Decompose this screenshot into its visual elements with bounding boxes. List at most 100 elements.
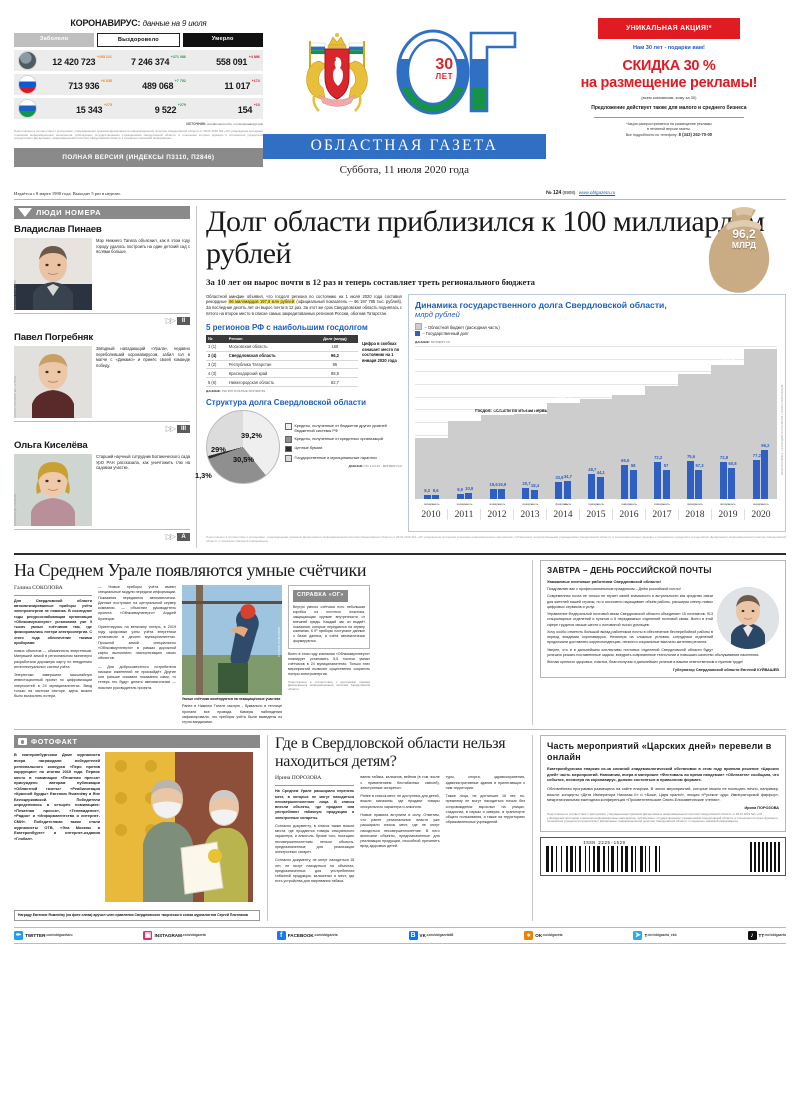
social-link-instagram[interactable]: ▣ INSTAGRAM .com/oblgazeta [143,930,206,940]
half-year-label: январь [522,501,533,506]
table-row: 2 (4) Свердловская область 96,2 [206,351,358,361]
table-row: 5 (6) Нижегородская область 82,7 [206,377,358,387]
barcode-bar [589,846,591,873]
og-logo: 30 ЛЕТ [395,29,519,120]
issue-total: (8908). [562,190,577,195]
table-row: 4 (3) Краснодарский край 88,8 [206,368,358,379]
regions-note: Цифра в скобках означает место по состоя… [362,340,400,363]
divider [14,553,786,555]
budget-bar: 165,7 [480,407,514,499]
cell-debt: 168 [311,343,358,352]
children-lead: На Среднем Урале расширили перечень мест… [275,789,355,820]
reference-title: СПРАВКА «ОГ» [293,590,348,602]
person-card[interactable]: Владислав Пинаев [14,224,190,325]
social-link-facebook[interactable]: f FACEBOOK .com/oblgazeta [276,930,338,940]
person-name: Ольга Киселёва [14,440,88,451]
half-year-label: январь [621,501,632,506]
barcode-bar [625,846,629,873]
social-name: OK [535,932,543,938]
social-link-t[interactable]: ➤ T .me/oblgazeta_ekb [633,930,677,940]
chart-year-group: 296,6 77,2 январь 96,2 июль [744,341,777,506]
structure-chart: 39,2% 30,5% 1,3% 29% Кредиты, полученные… [195,409,402,484]
full-version-button[interactable]: ПОЛНАЯ ВЕРСИЯ (ИНДЕКСЫ П3110, П2846) [14,147,263,167]
children-article[interactable]: Где в Свердловской области нельзя находи… [268,735,533,921]
social-link-twitter[interactable]: ✒ TWITTER .com/oblgazetaru [14,930,73,940]
qr-code[interactable] [750,841,780,872]
advertisement-block[interactable]: УНИКАЛЬНАЯ АКЦИЯ!* Нам 30 лет - подарки … [546,18,786,139]
chevron-right-icon: ▷▷ [165,316,176,325]
budget-bar: 154,4 [447,413,481,499]
chart-year-group: 166,9 20,7 январь 18,4 июль [513,347,547,506]
debt-bar-value: 58 [630,462,636,468]
meters-col3: Ранее в Нижнем Тагиле смотрю - буквально… [182,704,282,725]
photofact-photo: ПАВЕЛ ВОРОЖЦОВ [105,752,260,907]
person-card[interactable]: Павел Погребняк ПРЕСС-СЛУЖБА ФК «УРАЛ [14,332,190,433]
covid-sverdlovsk-deaths: 154 +10 [189,100,263,118]
cell-rank: 5 (6) [206,377,227,387]
barcode-bar [635,846,637,873]
legend-label: Ценные бумаги [294,445,323,451]
person-page-number[interactable]: II [177,316,190,325]
delta: +174 [251,79,260,84]
debt-bar-value: 57 [663,463,669,469]
delta: +271 086 [170,55,186,60]
half-year-label: июль [465,501,473,506]
tsar-signature: Ирина ПОРОЗОВА [744,806,779,811]
cell-debt: 88,8 [311,368,358,379]
meters-col-end-3: Всего в этом году компания «Облкоммунэне… [288,652,370,677]
meters-byline: Галина СОКОЛОВА [14,585,92,596]
social-link-ok[interactable]: ● OK .ru/oblgazeta [524,930,563,940]
budget-bar-value: 165,7 [490,406,505,413]
value: 11 017 [224,80,251,91]
social-link-vk[interactable]: В VK .com/oblgazeta66 [408,930,453,940]
person-page-number[interactable]: III [177,424,190,433]
barcode-bar [637,846,639,872]
half-year-label: июль [761,501,769,506]
debt-bar-value: 49,7 [588,466,597,472]
person-card[interactable]: Ольга Киселёва [14,440,190,541]
debt-bar-value: 20,7 [522,481,531,487]
post-p6: Желаю крепкого здоровья, счастья, благоп… [547,660,744,664]
ad-badge: УНИКАЛЬНАЯ АКЦИЯ!* [597,18,740,40]
person-page-number[interactable]: A [177,532,190,541]
site-link[interactable]: www.oblgazeta.ru [578,190,616,195]
budget-bar-value: 222,2 [654,378,669,385]
children-col-1: Ирина ПОРОЗОВА На Среднем Урале расширил… [275,775,355,884]
legend-swatch [285,423,292,430]
year-label: 2013 [513,508,546,520]
money-bag-value-group: 96,2 МЛРД [702,228,786,250]
debt-bar: 72,2 январь [654,455,664,506]
photo-credit: ПРЕСС-СЛУЖБА ФК «УРАЛ» [14,375,17,418]
tsar-days-block[interactable]: Часть мероприятий «Царских дней» перевел… [533,735,786,920]
children-col2-end: Новые правила вступили в силу. Отметим, … [360,812,440,849]
masthead-date: Суббота, 11 июля 2020 года [339,164,470,176]
tiktok-icon: ♪ [747,930,757,940]
covid-russia-recovered: 489 068 +7 752 [115,76,189,94]
ad-phone-number[interactable]: 8 (343) 262-70-00 [678,132,713,138]
budget-bar: 205,5 [612,387,646,499]
debt-bar: 57 июль [662,463,670,506]
debt-bar-pair: 75,6 январь 57,3 июль [686,454,704,506]
chart-credit: ИНФОГРАФИКА: ГЕННАДИЙ БОГАТЫРЁВ / ПАВЕЛ … [781,383,784,475]
chart-year-group: 165,7 19,6 январь 19,9 июль [480,347,514,506]
post-p5: Уверен, что и в дальнейшем коллективы по… [547,647,760,657]
value: 7 246 374 [131,56,170,67]
debt-bar-value: 96,2 [761,443,770,449]
covid-source: ИСТОЧНИК: worldometers.info, стопкоронав… [14,122,262,126]
social-link-tt[interactable]: ♪ TT .me/oblgazeta [747,930,786,940]
legend-swatch [285,436,292,443]
social-name: FACEBOOK [287,932,314,938]
legend-item: Кредиты, полученные от кредитных организ… [285,436,402,443]
children-col1-end: Согласно документу, не могут находиться … [275,858,355,884]
covid-source-label: ИСТОЧНИК: [186,122,207,126]
barcode-bar [607,846,609,873]
children-col3: туры, спорта, здравоохранения, администр… [445,775,525,790]
half-year-label: июль [662,501,670,506]
barcode-bar [659,846,660,873]
ad-footnote-2: в печатной версии газеты. [647,127,691,132]
debt-bar-value: 34,7 [563,474,572,480]
post-signature: Губернатор Свердловской области Евгений … [672,668,779,673]
meters-article[interactable]: На Среднем Урале появляются умные счётчи… [14,560,533,726]
cell-debt: 95 [311,360,358,370]
debt-bar: 44,1 июль [596,470,605,506]
